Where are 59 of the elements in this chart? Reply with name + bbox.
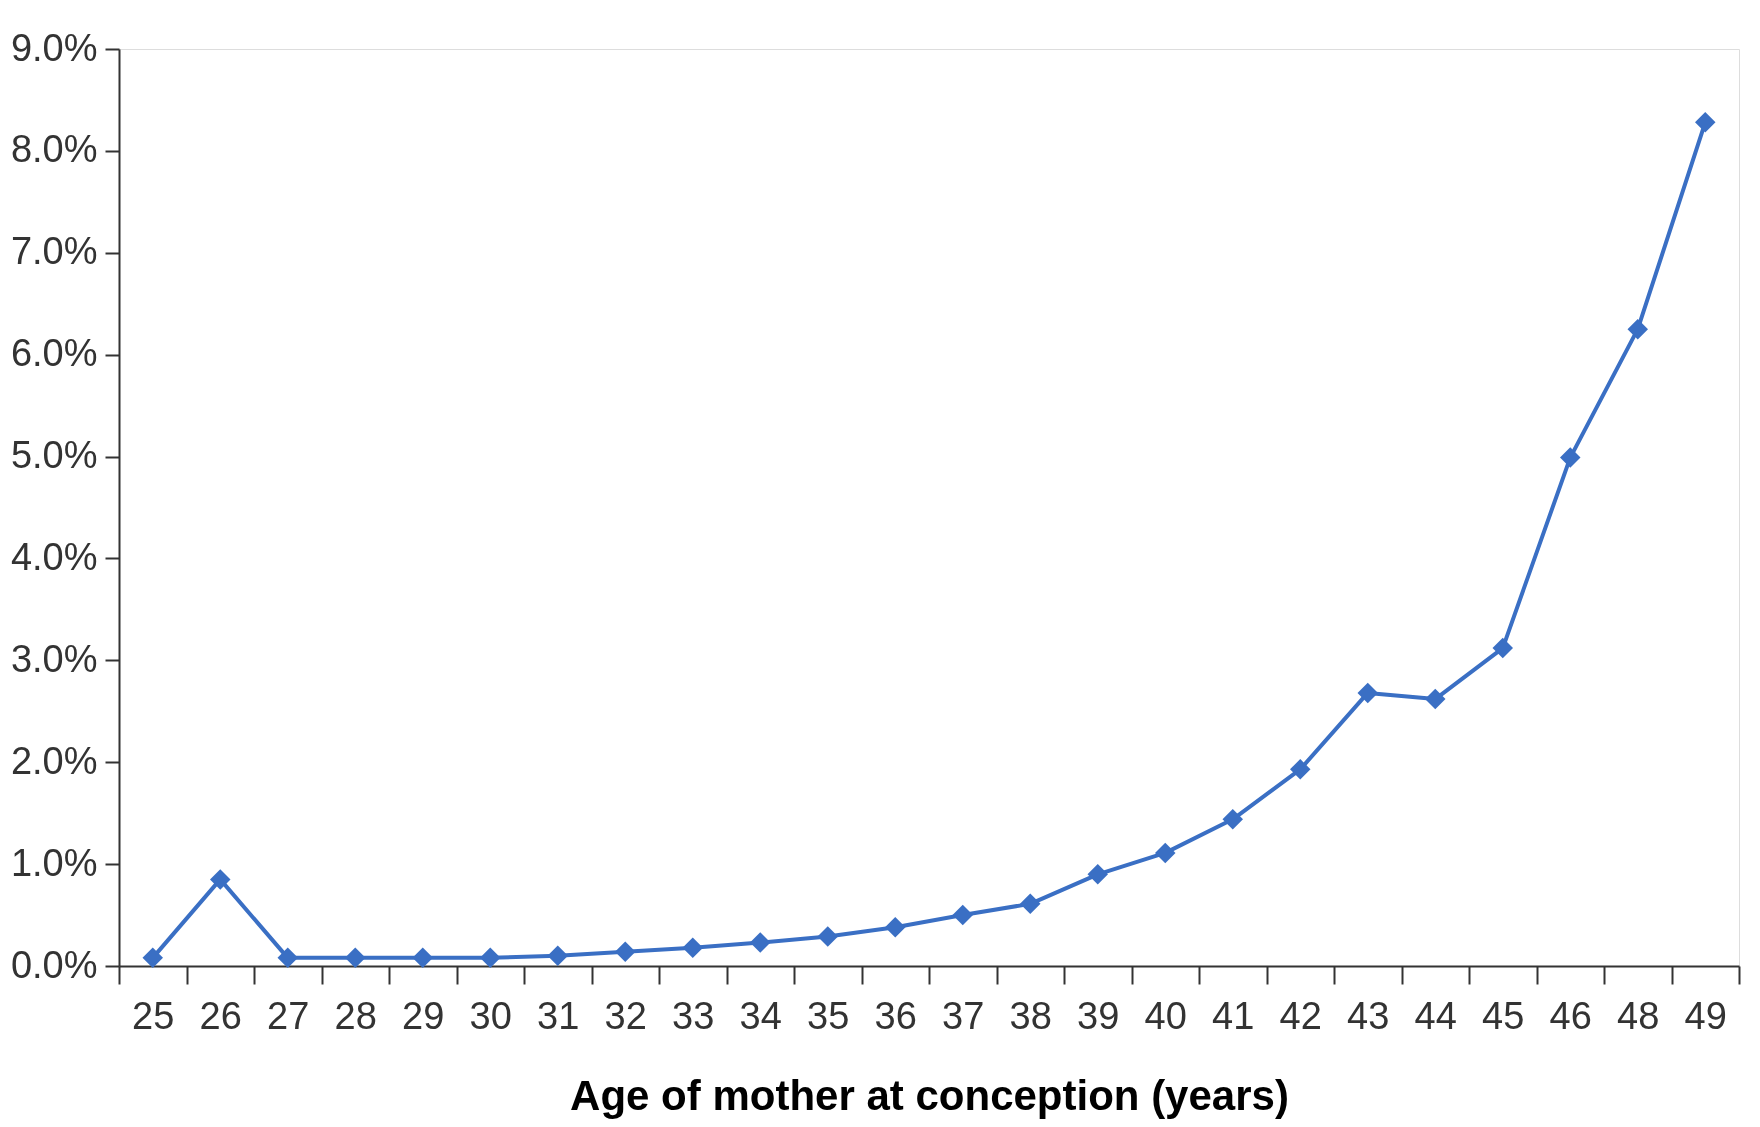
point <box>277 947 298 969</box>
point <box>1560 447 1581 468</box>
x-tick-label: 25 <box>132 994 175 1037</box>
point <box>1020 893 1041 915</box>
x-tick-label: 43 <box>1347 994 1390 1037</box>
point <box>345 947 366 969</box>
point <box>210 869 231 890</box>
x-tick-label: 26 <box>199 994 242 1037</box>
x-tick-label: 39 <box>1077 994 1120 1037</box>
y-tick-label: 5.0% <box>10 434 98 477</box>
x-axis-title: Age of mother at conception (years) <box>570 1071 1289 1119</box>
point <box>1357 682 1378 704</box>
point <box>480 947 501 969</box>
x-tick-label: 34 <box>739 994 782 1037</box>
point <box>1425 688 1446 710</box>
x-tick-label: 38 <box>1009 994 1052 1037</box>
point <box>615 941 636 962</box>
x-tick-label: 29 <box>402 994 445 1037</box>
x-tick-label: 31 <box>537 994 580 1037</box>
point <box>1627 318 1648 340</box>
x-tick-label: 35 <box>807 994 850 1037</box>
point <box>547 945 568 967</box>
point <box>1492 637 1513 659</box>
point <box>1695 112 1716 133</box>
y-tick-label: 9.0% <box>10 26 98 69</box>
y-tick-label: 0.0% <box>10 943 98 986</box>
y-tick-label: 1.0% <box>10 841 98 884</box>
point <box>885 917 906 938</box>
x-tick-label: 27 <box>267 994 310 1037</box>
x-tick-label: 37 <box>942 994 985 1037</box>
x-tick-label: 48 <box>1617 994 1660 1037</box>
y-tick-label: 3.0% <box>10 637 98 680</box>
point <box>142 947 163 969</box>
x-tick-label: 49 <box>1684 994 1727 1037</box>
y-tick-label: 7.0% <box>10 230 98 273</box>
x-tick-label: 42 <box>1279 994 1322 1037</box>
y-tick-label: 8.0% <box>10 128 98 171</box>
point <box>1290 759 1311 780</box>
x-tick-label: 41 <box>1212 994 1255 1037</box>
y-tick-label: 6.0% <box>10 332 98 375</box>
point <box>682 937 703 958</box>
x-tick-label: 46 <box>1549 994 1592 1037</box>
x-tick-label: 30 <box>469 994 512 1037</box>
point <box>1087 864 1108 885</box>
x-tick-label: 44 <box>1414 994 1457 1037</box>
x-tick-label: 33 <box>672 994 715 1037</box>
y-tick-label: 4.0% <box>10 535 98 578</box>
x-tick-label: 28 <box>334 994 377 1037</box>
point <box>817 926 838 947</box>
x-tick-label: 40 <box>1144 994 1187 1037</box>
point <box>412 947 433 969</box>
x-tick-label: 32 <box>604 994 647 1037</box>
x-tick-label: 36 <box>874 994 917 1037</box>
point <box>1155 842 1176 864</box>
point <box>750 932 771 953</box>
y-tick-label: 2.0% <box>10 739 98 782</box>
point <box>1222 809 1243 830</box>
x-tick-label: 45 <box>1482 994 1525 1037</box>
point <box>952 904 973 926</box>
